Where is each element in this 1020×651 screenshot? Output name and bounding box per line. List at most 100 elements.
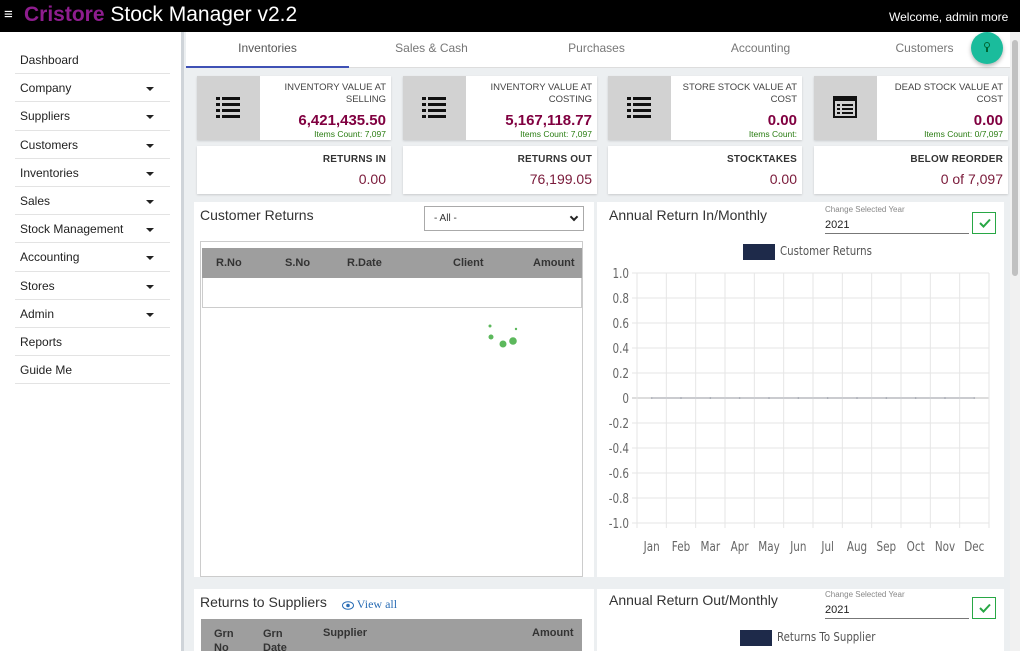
tab-customers[interactable]: Customers bbox=[842, 32, 1007, 68]
card-list-icon bbox=[814, 76, 877, 140]
caret-down-icon bbox=[146, 87, 154, 92]
sidebar-item-label: Stores bbox=[20, 278, 55, 293]
data-point bbox=[826, 397, 829, 399]
sidebar-item-admin[interactable]: Admin bbox=[15, 300, 170, 328]
sidebar-item-dashboard[interactable]: Dashboard bbox=[15, 46, 170, 75]
sidebar-item-accounting[interactable]: Accounting bbox=[15, 243, 170, 272]
column-header[interactable]: R.Date bbox=[347, 257, 382, 269]
year-input[interactable]: 2021 bbox=[825, 601, 969, 619]
caret-down-icon bbox=[146, 312, 154, 317]
column-header[interactable]: Amount bbox=[532, 627, 574, 639]
tab-purchases[interactable]: Purchases bbox=[514, 32, 679, 68]
data-point bbox=[768, 397, 770, 399]
list-icon bbox=[197, 76, 260, 140]
welcome-text: Welcome, admin bbox=[889, 10, 979, 24]
customer-returns-table: R.No S.No R.Date Client Amount bbox=[200, 241, 583, 577]
x-tick-label: Mar bbox=[701, 539, 721, 554]
card-inventory-selling[interactable]: INVENTORY VALUE AT SELLING 6,421,435.50 … bbox=[197, 76, 391, 140]
list-icon bbox=[608, 76, 671, 140]
sidebar-item-guide-me[interactable]: Guide Me bbox=[15, 356, 170, 385]
annual-return-in-panel bbox=[597, 202, 1004, 577]
legend-label[interactable]: Returns To Supplier bbox=[777, 630, 876, 644]
sidebar-item-company[interactable]: Company bbox=[15, 74, 170, 103]
tab-label: Customers bbox=[895, 41, 954, 55]
sidebar-item-stock-management[interactable]: Stock Management bbox=[15, 215, 170, 244]
x-tick-label: May bbox=[758, 539, 780, 554]
column-header[interactable]: S.No bbox=[285, 257, 311, 269]
panel-title: Annual Return In/Monthly bbox=[609, 207, 767, 223]
card-value: 0 of 7,097 bbox=[940, 171, 1003, 187]
card-returns-in[interactable]: RETURNS IN 0.00 bbox=[197, 146, 391, 194]
card-value: 6,421,435.50 bbox=[298, 112, 386, 129]
sidebar-item-label: Inventories bbox=[20, 165, 79, 180]
y-tick-label: -0.6 bbox=[609, 466, 629, 481]
confirm-year-button[interactable] bbox=[972, 597, 996, 619]
card-count: Items Count: bbox=[748, 129, 797, 139]
card-store-stock[interactable]: STORE STOCK VALUE AT COST 0.00 Items Cou… bbox=[608, 76, 802, 140]
panel-title: Annual Return Out/Monthly bbox=[609, 592, 778, 608]
caret-down-icon bbox=[146, 199, 154, 204]
y-tick-label: 0.8 bbox=[612, 291, 629, 306]
card-below-reorder[interactable]: BELOW REORDER 0 of 7,097 bbox=[814, 146, 1008, 194]
data-point bbox=[680, 397, 682, 399]
sidebar-item-suppliers[interactable]: Suppliers bbox=[15, 102, 170, 131]
card-label: STOCKTAKES bbox=[727, 154, 797, 165]
tab-label: Inventories bbox=[238, 41, 297, 55]
page-scrollbar[interactable] bbox=[1010, 32, 1020, 651]
y-tick-label: 1.0 bbox=[612, 266, 629, 281]
check-icon bbox=[979, 218, 991, 228]
tab-accounting[interactable]: Accounting bbox=[679, 32, 842, 68]
tab-inventories[interactable]: Inventories bbox=[186, 32, 349, 68]
year-input[interactable]: 2021 bbox=[825, 216, 969, 234]
column-header[interactable]: R.No bbox=[216, 257, 242, 269]
legend-swatch bbox=[740, 630, 772, 646]
sidebar-item-customers[interactable]: Customers bbox=[15, 131, 170, 159]
sidebar-item-stores[interactable]: Stores bbox=[15, 272, 170, 300]
column-header[interactable]: Supplier bbox=[323, 627, 368, 639]
y-tick-label: -0.8 bbox=[609, 491, 629, 506]
suppliers-table-header: Grn No Grn Date Supplier Amount bbox=[201, 619, 582, 651]
year-selector: Change Selected Year 2021 bbox=[825, 205, 997, 237]
legend-label[interactable]: Customer Returns bbox=[780, 244, 872, 258]
x-tick-label: Jan bbox=[643, 539, 660, 554]
top-navbar: ≡ Cristore Stock Manager v2.2 Welcome, a… bbox=[0, 0, 1020, 32]
card-returns-out[interactable]: RETURNS OUT 76,199.05 bbox=[403, 146, 597, 194]
card-inventory-costing[interactable]: INVENTORY VALUE AT COSTING 5,167,118.77 … bbox=[403, 76, 597, 140]
sidebar-item-inventories[interactable]: Inventories bbox=[15, 159, 170, 187]
client-filter-select[interactable]: - All - bbox=[424, 206, 584, 231]
tab-label: Sales & Cash bbox=[395, 41, 468, 55]
sidebar-menu: Dashboard Company Suppliers Customers In… bbox=[15, 46, 170, 385]
hamburger-icon[interactable]: ≡ bbox=[4, 6, 13, 23]
list-icon bbox=[403, 76, 466, 140]
scrollbar-thumb[interactable] bbox=[1012, 40, 1018, 276]
select-value: - All - bbox=[434, 213, 457, 224]
view-all-link[interactable]: View all bbox=[342, 597, 397, 612]
sidebar-item-label: Admin bbox=[20, 306, 55, 321]
data-point bbox=[944, 397, 946, 399]
location-fab-button[interactable] bbox=[971, 32, 1003, 64]
tab-label: Purchases bbox=[568, 41, 625, 55]
sidebar-item-sales[interactable]: Sales bbox=[15, 187, 170, 216]
data-point bbox=[738, 397, 741, 399]
y-tick-label: -0.4 bbox=[609, 441, 629, 456]
y-tick-label: 0.2 bbox=[612, 366, 629, 381]
column-header[interactable]: Amount bbox=[533, 257, 575, 269]
card-value: 76,199.05 bbox=[529, 171, 592, 187]
caret-down-icon bbox=[146, 171, 154, 176]
column-header[interactable]: Client bbox=[453, 257, 484, 269]
x-tick-label: Sep bbox=[877, 539, 897, 554]
year-selector: Change Selected Year 2021 bbox=[825, 590, 997, 622]
sidebar-item-reports[interactable]: Reports bbox=[15, 328, 170, 357]
x-tick-label: Feb bbox=[672, 539, 690, 554]
column-header[interactable]: Grn Date bbox=[263, 628, 287, 651]
tab-sales-cash[interactable]: Sales & Cash bbox=[349, 32, 514, 68]
app-brand[interactable]: Cristore Stock Manager v2.2 bbox=[24, 3, 297, 27]
x-tick-label: Jun bbox=[789, 539, 806, 554]
confirm-year-button[interactable] bbox=[972, 212, 996, 234]
more-menu[interactable]: more bbox=[981, 10, 1009, 24]
card-dead-stock[interactable]: DEAD STOCK VALUE AT COST 0.00 Items Coun… bbox=[814, 76, 1008, 140]
tab-label: Accounting bbox=[730, 41, 791, 55]
column-header[interactable]: Grn No bbox=[214, 628, 234, 651]
card-stocktakes[interactable]: STOCKTAKES 0.00 bbox=[608, 146, 802, 194]
caret-down-icon bbox=[146, 284, 154, 289]
